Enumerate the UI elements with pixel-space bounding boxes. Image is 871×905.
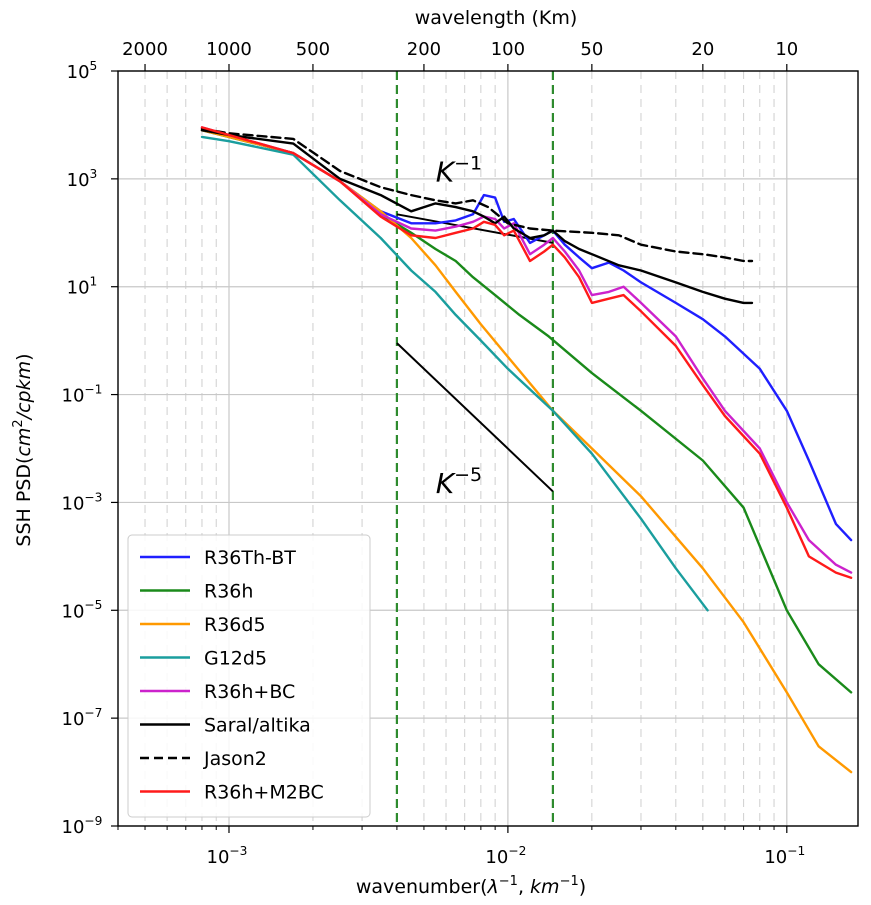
- reference-slopes: K−1 K−5: [396, 152, 554, 500]
- legend: R36Th-BT R36h R36d5 G12d5 R36h+BC Saral/altik…: [127, 534, 371, 818]
- x-axis-label: wavenumber(λ−1, km−1): [356, 874, 586, 898]
- top-tick-label: 1000: [206, 39, 252, 60]
- axes: 10−3 10−2 10−1 105 103 101 10−1 10−3 10−5 10−7 10−…: [62, 39, 806, 868]
- reference-label: K−1: [436, 152, 482, 188]
- legend-label: G12d5: [204, 648, 267, 670]
- reference-label: K−5: [436, 464, 482, 500]
- y-tick-label: 10−9: [62, 814, 103, 838]
- legend-label: R36h: [204, 581, 253, 603]
- legend-label: R36h+BC: [204, 681, 295, 703]
- y-tick-label: 10−1: [62, 382, 103, 406]
- x-tick-label: 10−1: [764, 844, 805, 868]
- top-tick-label: 20: [691, 39, 714, 60]
- top-tick-label: 50: [580, 39, 603, 60]
- y-tick-label: 10−7: [62, 706, 103, 730]
- reference-line: [396, 342, 554, 493]
- top-tick-label: 100: [491, 39, 525, 60]
- series-line-r36h-m2bc: [200, 126, 853, 579]
- series-line-r36th-bt: [200, 128, 853, 542]
- x-tick-label: 10−2: [485, 844, 526, 868]
- top-axis-label: wavelength (Km): [415, 7, 578, 29]
- legend-label: R36h+M2BC: [204, 782, 324, 804]
- top-tick-label: 10: [775, 39, 798, 60]
- top-tick-label: 200: [407, 39, 441, 60]
- y-tick-label: 10−3: [62, 490, 103, 514]
- series-line-g12d5: [200, 135, 709, 612]
- x-tick-label: 10−3: [207, 844, 248, 868]
- legend-label: Saral/altika: [204, 715, 311, 737]
- y-tick-label: 103: [67, 167, 98, 191]
- legend-label: R36Th-BT: [204, 547, 296, 569]
- y-axis-label: SSH PSD(cm2/cpkm): [11, 353, 35, 546]
- y-tick-label: 10−5: [62, 598, 103, 622]
- top-tick-label: 500: [296, 39, 330, 60]
- y-tick-label: 105: [67, 59, 98, 83]
- series-line-r36h-bc: [200, 126, 853, 574]
- plot-frame: [117, 70, 859, 827]
- series-line-jason2: [200, 127, 754, 263]
- top-tick-label: 2000: [122, 39, 168, 60]
- y-tick-label: 101: [67, 275, 98, 299]
- legend-label: Jason2: [203, 748, 267, 770]
- series-line-saral-altika: [200, 128, 754, 305]
- vertical-markers: [395, 71, 555, 826]
- series-lines: [200, 126, 853, 774]
- legend-label: R36d5: [204, 614, 266, 636]
- legend-box: [127, 534, 371, 818]
